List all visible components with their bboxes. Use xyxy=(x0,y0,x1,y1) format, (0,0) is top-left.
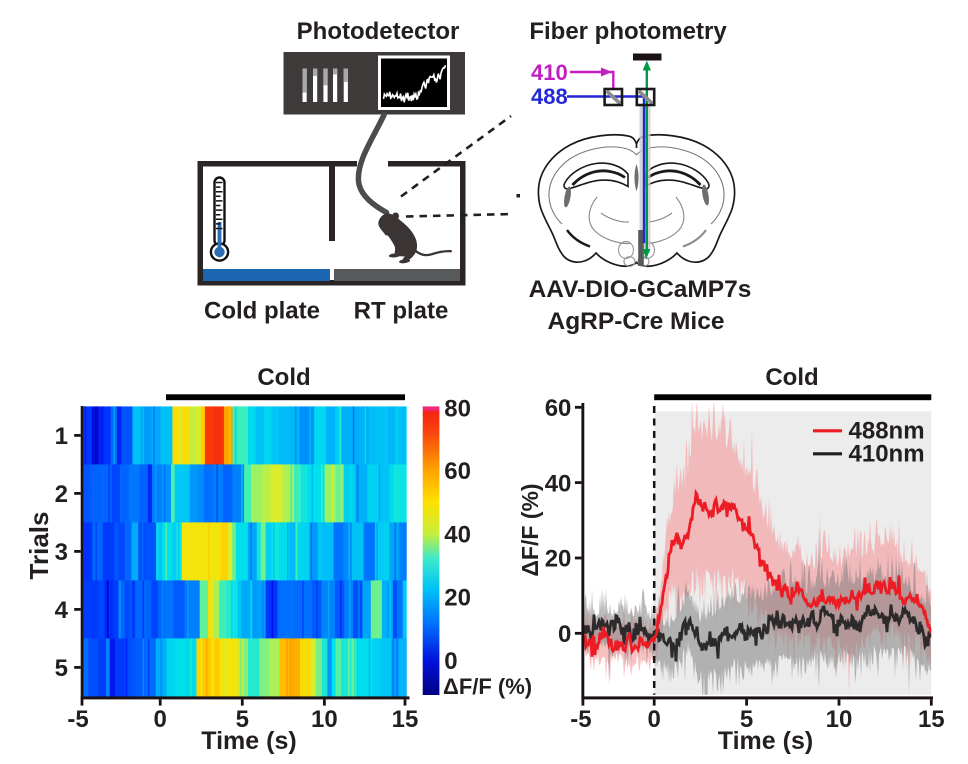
svg-text:60: 60 xyxy=(545,395,572,422)
svg-text:Cold: Cold xyxy=(257,364,310,391)
svg-text:Photodetector: Photodetector xyxy=(297,18,460,45)
svg-text:40: 40 xyxy=(545,470,572,497)
svg-text:0: 0 xyxy=(558,621,571,648)
svg-text:1: 1 xyxy=(55,423,68,450)
svg-text:0: 0 xyxy=(154,706,167,733)
svg-text:-5: -5 xyxy=(67,706,88,733)
svg-text:15: 15 xyxy=(392,706,419,733)
svg-text:Cold plate: Cold plate xyxy=(204,298,320,325)
svg-text:Time (s): Time (s) xyxy=(201,727,296,755)
svg-text:ΔF/F (%): ΔF/F (%) xyxy=(517,483,543,576)
svg-text:Cold: Cold xyxy=(765,364,818,391)
svg-text:4: 4 xyxy=(55,597,69,624)
svg-text:Trials: Trials xyxy=(24,512,54,580)
svg-text:5: 5 xyxy=(236,706,249,733)
svg-text:0: 0 xyxy=(444,648,457,675)
svg-text:ΔF/F (%): ΔF/F (%) xyxy=(443,674,532,699)
svg-text:410nm: 410nm xyxy=(849,441,925,468)
svg-text:410: 410 xyxy=(531,60,568,85)
svg-text:80: 80 xyxy=(444,396,471,423)
svg-text:40: 40 xyxy=(444,521,471,548)
svg-text:5: 5 xyxy=(55,655,68,682)
svg-text:488nm: 488nm xyxy=(849,418,925,445)
svg-text:RT plate: RT plate xyxy=(354,298,449,325)
svg-text:15: 15 xyxy=(918,706,945,733)
svg-text:Time (s): Time (s) xyxy=(718,727,813,755)
svg-text:Fiber photometry: Fiber photometry xyxy=(529,18,727,45)
svg-text:5: 5 xyxy=(740,706,753,733)
svg-text:0: 0 xyxy=(648,706,661,733)
svg-text:60: 60 xyxy=(444,458,471,485)
svg-text:-5: -5 xyxy=(570,706,591,733)
svg-text:488: 488 xyxy=(531,84,568,109)
svg-text:AgRP-Cre Mice: AgRP-Cre Mice xyxy=(548,308,725,335)
svg-text:10: 10 xyxy=(311,706,338,733)
svg-text:AAV-DIO-GCaMP7s: AAV-DIO-GCaMP7s xyxy=(529,276,752,303)
svg-text:3: 3 xyxy=(55,539,68,566)
svg-text:10: 10 xyxy=(826,706,853,733)
svg-text:20: 20 xyxy=(545,546,572,573)
svg-text:2: 2 xyxy=(55,481,68,508)
svg-text:20: 20 xyxy=(444,585,471,612)
